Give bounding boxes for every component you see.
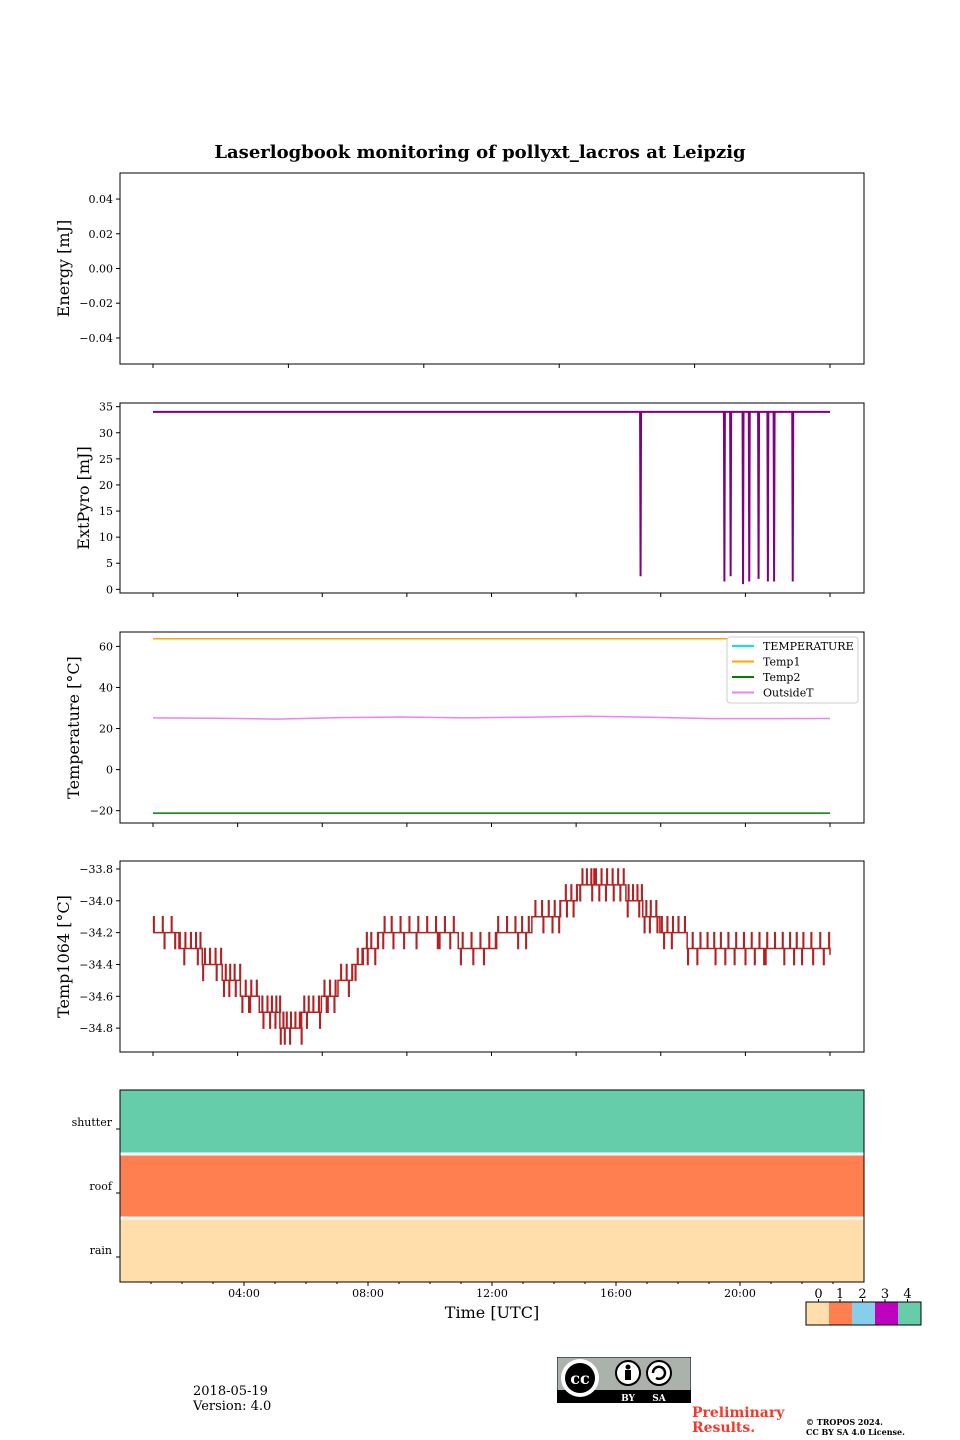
copyright-notice: © TROPOS 2024. CC BY SA 4.0 License. [806,1417,905,1437]
y-tick-label: 60 [99,640,113,653]
copyright-line-1: © TROPOS 2024. [806,1417,883,1427]
y-axis-label: Energy [mJ] [54,220,73,318]
row-label: roof [89,1180,113,1193]
y-tick-label: 40 [99,681,113,694]
y-tick-label: −34.0 [79,895,113,908]
colorbar-tick-label: 0 [814,1287,822,1302]
footer-date: 2018-05-19 [193,1384,268,1399]
y-tick-label: −34.4 [79,958,113,971]
colorbar-swatch-3 [875,1302,898,1325]
cc-by-label: BY [621,1394,635,1403]
axes-frame [119,172,865,365]
y-tick-label: 35 [99,401,113,414]
y-tick-label: 5 [106,557,113,570]
y-tick-label: −0.04 [79,332,113,345]
axes-frame [119,860,865,1053]
axes-frame [119,402,865,594]
x-tick-label: 16:00 [600,1287,632,1300]
y-tick-label: −34.2 [79,927,113,940]
cc-by-sa-badge: cc BY SA [557,1357,691,1403]
y-tick-label: 0.02 [89,228,114,241]
legend: TEMPERATURE Temp1 Temp2 OutsideT [726,636,859,704]
y-tick-label: 30 [99,427,113,440]
colorbar-frame [805,1301,922,1326]
y-tick-label: −33.8 [79,863,113,876]
temperature-panel: 60 40 20 0 −20 Temperature [°C] TEMPERATURE Tem… [64,631,865,827]
status-row-shutter [120,1090,864,1154]
colorbar-tick-label: 1 [836,1287,844,1302]
y-tick-label: 0 [106,583,113,596]
footer-version: Version: 4.0 [193,1399,272,1414]
legend-entry: Temp2 [763,671,800,684]
temp1064-series [152,868,831,1045]
colorbar-swatch-1 [829,1302,852,1325]
svg-text:cc: cc [570,1369,590,1388]
y-tick-label: 0.00 [89,263,114,276]
x-tick-label: 08:00 [352,1287,384,1300]
status-panel: shutter roof rain 04:00 08:00 12:00 16:00 20:00… [72,1089,865,1322]
y-tick-label: 20 [99,723,113,736]
y-tick-label: 0.04 [89,193,114,206]
colorbar-tick-label: 4 [903,1287,911,1302]
y-tick-label: −20 [90,805,113,818]
row-label: shutter [72,1116,113,1129]
preliminary-results: Preliminary Results. [692,1405,785,1436]
cc-sa-label: SA [652,1394,666,1403]
colorbar-swatch-2 [852,1302,875,1325]
status-row-rain [120,1218,864,1282]
legend-entry: Temp1 [763,656,800,669]
row-label: rain [90,1244,112,1257]
extpyro-series [153,410,830,585]
x-axis-label: Time [UTC] [445,1303,539,1322]
temp1064-panel: −33.8 −34.0 −34.2 −34.4 −34.6 −34.8 Temp1064 [… [54,860,865,1056]
y-tick-label: −0.02 [79,297,113,310]
extpyro-panel: 35 30 25 20 15 10 5 0 ExtPyro [mJ] [74,401,865,597]
legend-entry: OutsideT [763,687,814,700]
y-axis-label: Temperature [°C] [64,656,83,799]
colorbar-swatch-0 [806,1302,829,1325]
copyright-line-2: CC BY SA 4.0 License. [806,1427,905,1437]
status-row-roof [120,1154,864,1218]
y-tick-label: −34.8 [79,1022,113,1035]
series-outsidet [152,715,831,720]
y-axis-label: ExtPyro [mJ] [74,446,93,549]
y-tick-label: 15 [99,505,113,518]
colorbar-swatch-4 [898,1302,921,1325]
legend-box [726,636,859,704]
x-tick-label: 12:00 [476,1287,508,1300]
x-tick-label: 04:00 [228,1287,260,1300]
legend-entry: TEMPERATURE [763,640,854,653]
y-tick-label: 20 [99,479,113,492]
y-tick-label: 25 [99,453,113,466]
x-tick-label: 20:00 [724,1287,756,1300]
chart-title: Laserlogbook monitoring of pollyxt_lacro… [214,142,746,163]
y-tick-label: 10 [99,531,113,544]
y-axis-label: Temp1064 [°C] [54,895,73,1018]
colorbar-tick-label: 2 [858,1287,866,1302]
energy-panel: 0.04 0.02 0.00 −0.02 −0.04 Energy [mJ] [54,172,865,368]
y-tick-label: 0 [106,764,113,777]
y-tick-label: −34.6 [79,990,113,1003]
colorbar-tick-label: 3 [881,1287,889,1302]
